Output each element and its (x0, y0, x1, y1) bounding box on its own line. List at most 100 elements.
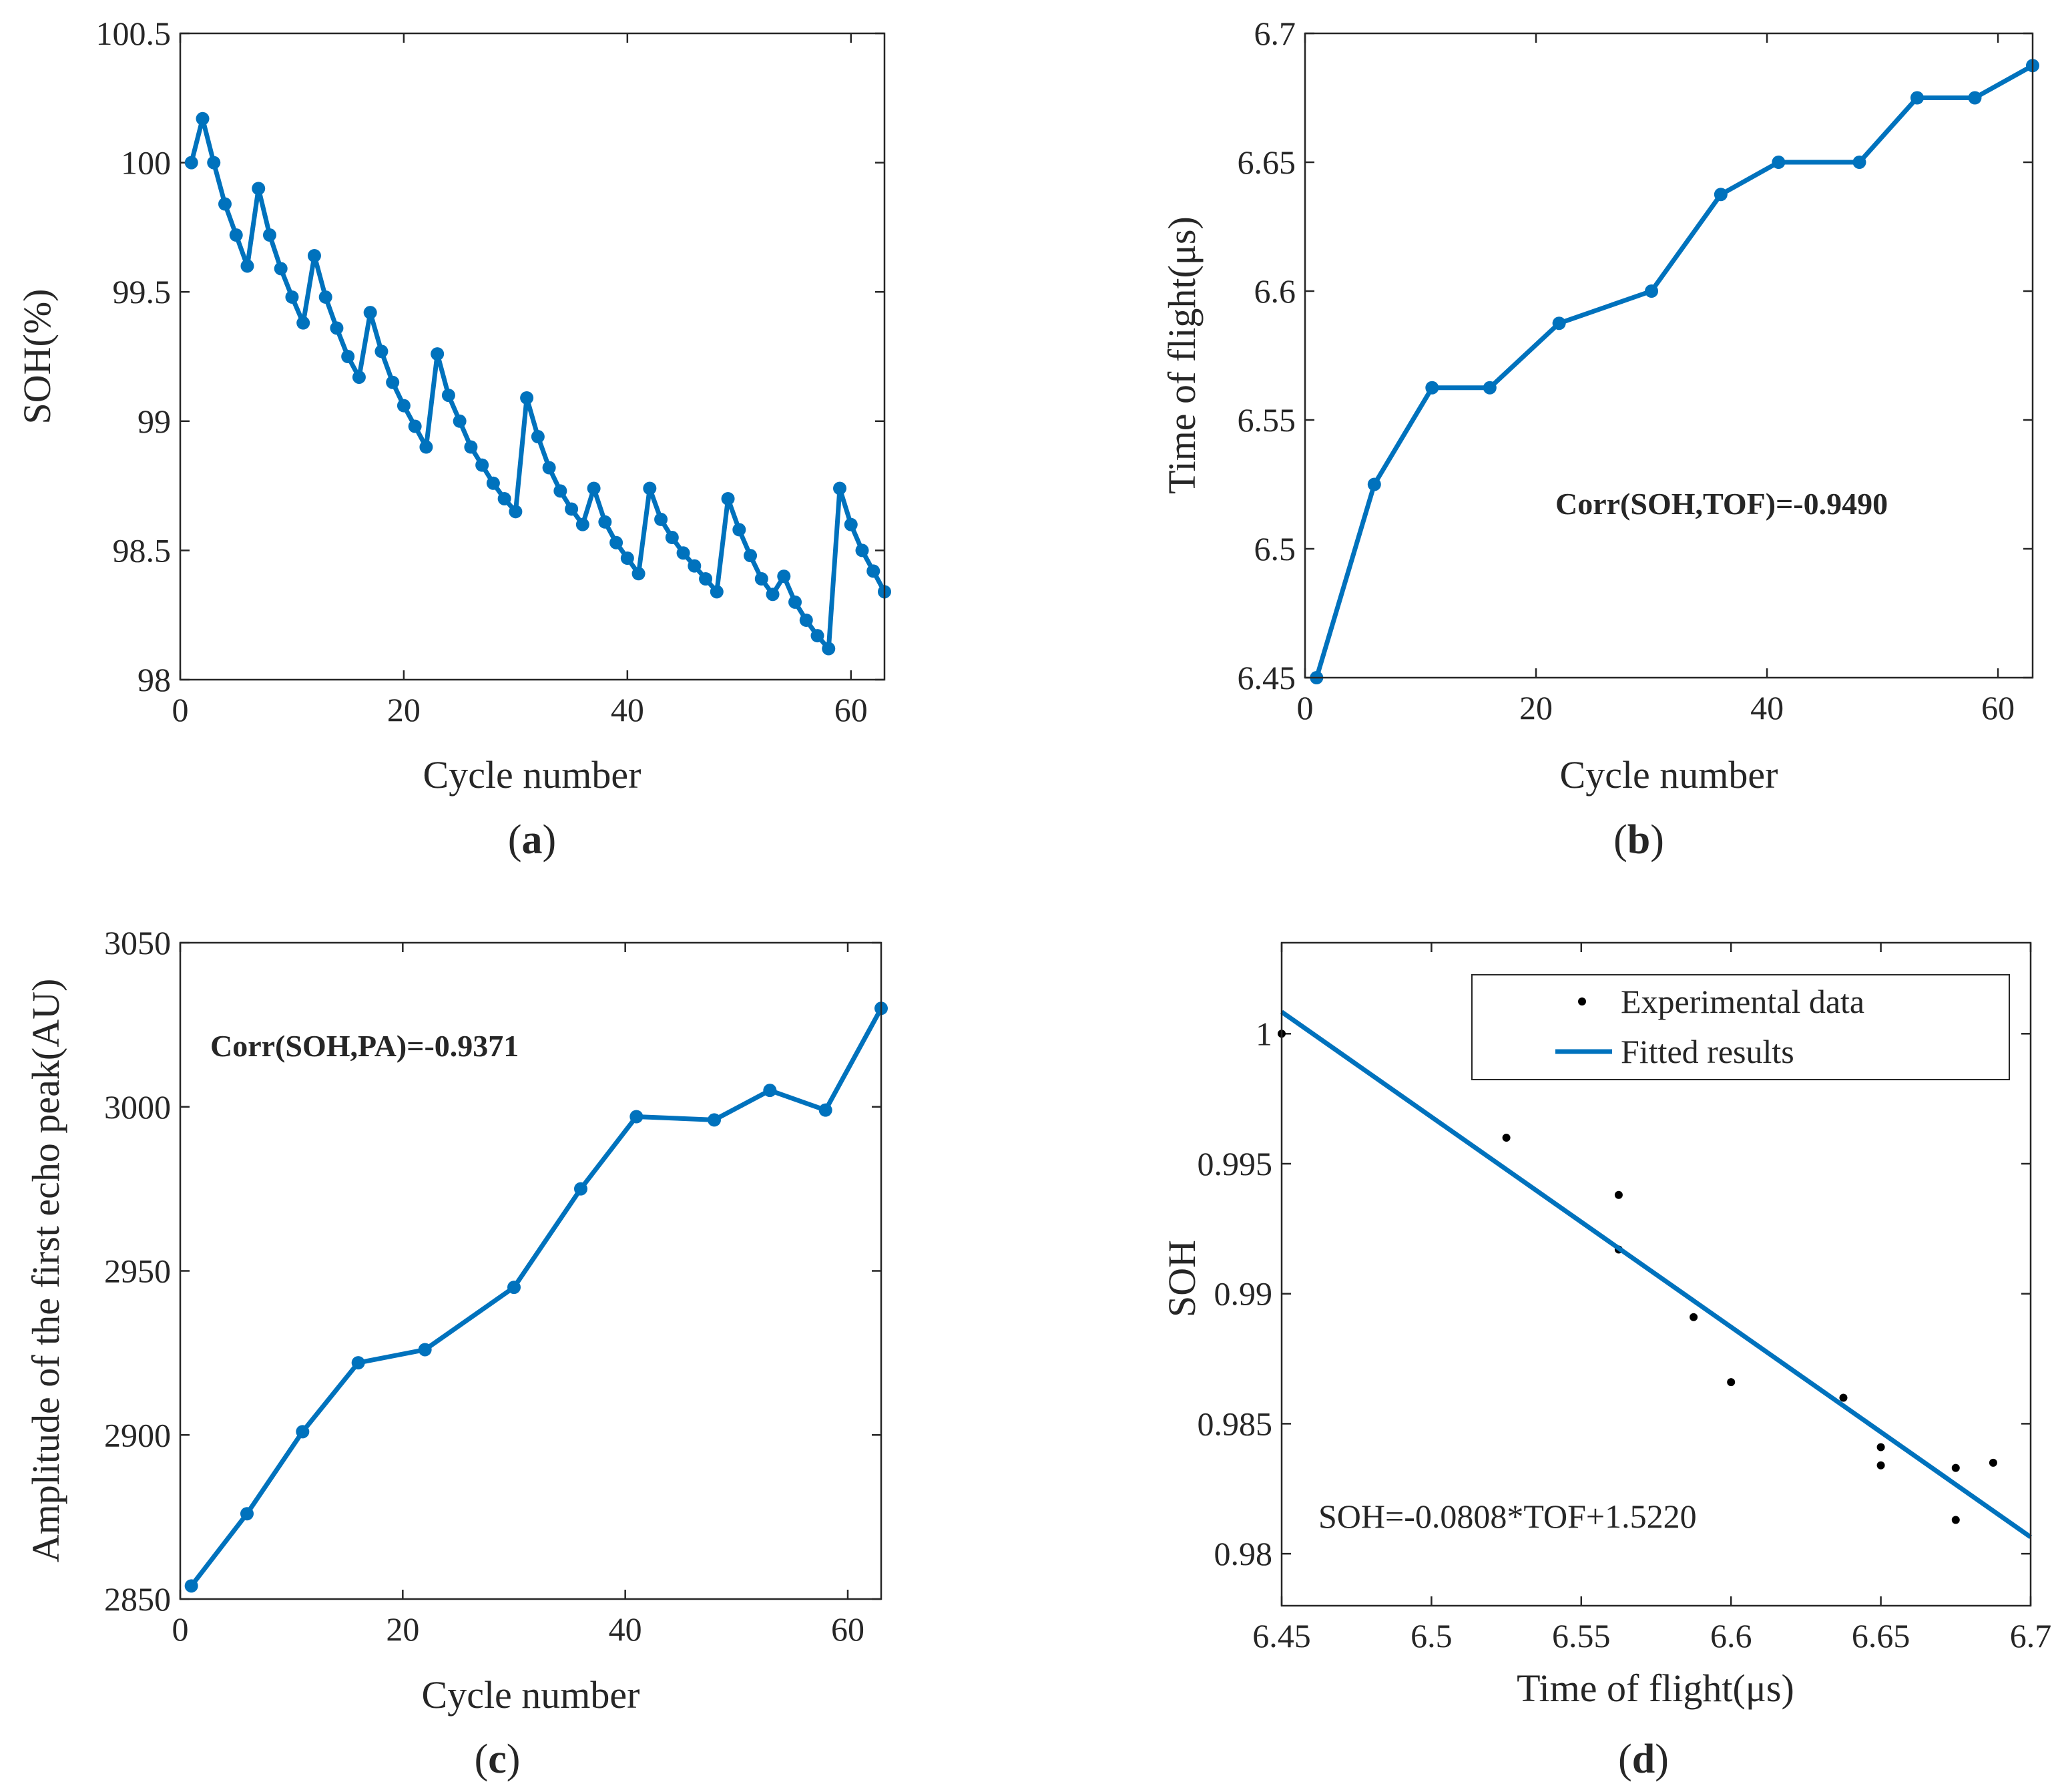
panel-c-label: (c) (475, 1737, 521, 1782)
panel-b: 0 20 40 60 6.45 6.5 6.55 6.6 6.65 6.7 Cycle numbe… (1160, 15, 2039, 863)
panel-d-ytick-label: 1 (1256, 1015, 1272, 1052)
panel-a-data-point (431, 347, 445, 361)
panel-b-xtick-label: 40 (1750, 689, 1784, 726)
panel-c-data-point (763, 1084, 777, 1098)
panel-d-legend-point-symbol (1578, 997, 1586, 1005)
panel-a-data-point (475, 458, 489, 472)
panel-d-experimental-point (1690, 1313, 1698, 1321)
panel-a-data-point (833, 481, 847, 495)
panel-c-ytick-label: 2900 (104, 1416, 171, 1453)
panel-d-ytick-label: 0.995 (1198, 1145, 1273, 1182)
panel-a-data-point (386, 375, 400, 389)
panel-d-experimental-point (1876, 1461, 1885, 1470)
panel-a-data-point (497, 491, 511, 505)
panel-a-xtick-label: 60 (834, 691, 868, 728)
panel-a-ytick-label: 100 (121, 144, 171, 182)
panel-b-ticks: 0 20 40 60 6.45 6.5 6.55 6.6 6.65 6.7 (1238, 15, 2033, 726)
panel-a-data-point (307, 248, 321, 262)
panel-a-data-point (855, 543, 869, 557)
panel-d-ylabel: SOH (1160, 1240, 1204, 1317)
panel-d-xtick-label: 6.5 (1410, 1617, 1453, 1654)
panel-a-data-point (196, 111, 210, 126)
panel-c-label-letter: c (488, 1737, 507, 1782)
panel-a-ytick-label: 98.5 (113, 531, 172, 569)
panel-a-data-point (464, 440, 478, 454)
panel-a-ytick-label: 99.5 (113, 273, 172, 310)
panel-a-label-open: ( (508, 817, 522, 863)
panel-d-ticks: 6.45 6.5 6.55 6.6 6.65 6.7 0.98 0.985 0.99 0.995 1 (1198, 943, 2051, 1654)
panel-b-xtick-label: 20 (1519, 689, 1553, 726)
panel-c-data-point (507, 1281, 521, 1295)
panel-a-xlabel: Cycle number (423, 753, 641, 797)
panel-b-data-point (1714, 188, 1728, 202)
panel-b-axes-box (1304, 32, 2034, 679)
panel-a-xtick-label: 40 (611, 691, 644, 728)
panel-c-marks (184, 1001, 888, 1593)
panel-c: 0 20 40 60 2850 2900 2950 3000 3050 Cycle number… (24, 924, 888, 1782)
panel-c-data-point (184, 1579, 198, 1593)
panel-d-label-close: ) (1655, 1737, 1669, 1782)
panel-b-ytick-label: 6.55 (1238, 401, 1296, 439)
panel-a-data-point (262, 228, 276, 242)
panel-a-data-point (688, 559, 702, 573)
panel-c-xlabel: Cycle number (422, 1673, 640, 1717)
panel-a-data-point (374, 345, 389, 359)
panel-a-data-point (766, 588, 780, 602)
panel-d-fitted-line (1280, 1010, 2033, 1540)
panel-a-data-point (643, 481, 657, 495)
panel-c-xtick-label: 0 (172, 1610, 189, 1648)
panel-d-label-letter: d (1632, 1737, 1655, 1782)
panel-d-xtick-label: 6.65 (1852, 1617, 1910, 1654)
panel-c-label-open: ( (475, 1737, 489, 1782)
panel-b-data-point (1552, 316, 1566, 330)
panel-a-data-point (520, 391, 534, 405)
panel-c-series-line (189, 1007, 884, 1588)
panel-b-data-point (1483, 381, 1497, 395)
panel-c-data-point (818, 1103, 832, 1117)
panel-d-ytick-label: 0.98 (1214, 1535, 1273, 1572)
panel-b-data-point (1968, 91, 1982, 105)
panel-a-data-point (721, 491, 735, 505)
panel-a-data-point (844, 517, 858, 531)
panel-b-data-point (1772, 156, 1786, 169)
panel-a-data-point (620, 551, 634, 566)
panel-d-experimental-point (1502, 1134, 1511, 1142)
panel-b-label: (b) (1613, 817, 1664, 863)
panel-a-data-point (587, 481, 601, 495)
panel-a-data-point (318, 290, 332, 304)
panel-c-ylabel: Amplitude of the first echo peak(AU) (24, 979, 67, 1563)
panel-a-axes-box (179, 32, 886, 681)
panel-a-data-point (866, 564, 880, 578)
panel-c-ytick-label: 3000 (104, 1088, 171, 1126)
panel-a-data-point (441, 389, 455, 403)
panel-a-data-point (676, 546, 690, 560)
panel-b-xtick-label: 60 (1981, 689, 2015, 726)
panel-b-label-open: ( (1613, 817, 1627, 863)
panel-a-label-letter: a (522, 817, 543, 863)
panel-b-xlabel: Cycle number (1560, 753, 1778, 797)
panel-a-data-point (710, 585, 724, 599)
panel-a-data-point (408, 419, 422, 433)
panel-d-label-open: ( (1618, 1737, 1632, 1782)
panel-a-data-point (207, 156, 221, 170)
panel-a-data-point (553, 484, 567, 498)
panel-d-axes-box (1280, 941, 2032, 1607)
panel-a-data-point (699, 572, 713, 586)
panel-b-ylabel: Time of flight(μs) (1160, 216, 1204, 494)
panel-a-data-point (609, 535, 623, 549)
panel-d-legend: Experimental data Fitted results (1471, 974, 2010, 1080)
panel-d-experimental-point (1727, 1378, 1736, 1387)
panel-a-data-point (240, 259, 254, 273)
panel-c-annotation: Corr(SOH,PA)=-0.9371 (210, 1029, 519, 1063)
panel-a-data-point (822, 642, 836, 656)
panel-a-data-point (229, 228, 243, 242)
panel-a-data-point (274, 262, 288, 276)
panel-d-experimental-point (1839, 1393, 1848, 1402)
panel-d-xlabel: Time of flight(μs) (1517, 1666, 1794, 1710)
panel-a-data-point (565, 502, 579, 516)
panel-a-ytick-label: 99 (138, 403, 171, 440)
panel-c-ytick-label: 3050 (104, 924, 171, 961)
panel-a-xtick-label: 0 (172, 691, 189, 728)
panel-b-series-line (1314, 63, 2034, 679)
